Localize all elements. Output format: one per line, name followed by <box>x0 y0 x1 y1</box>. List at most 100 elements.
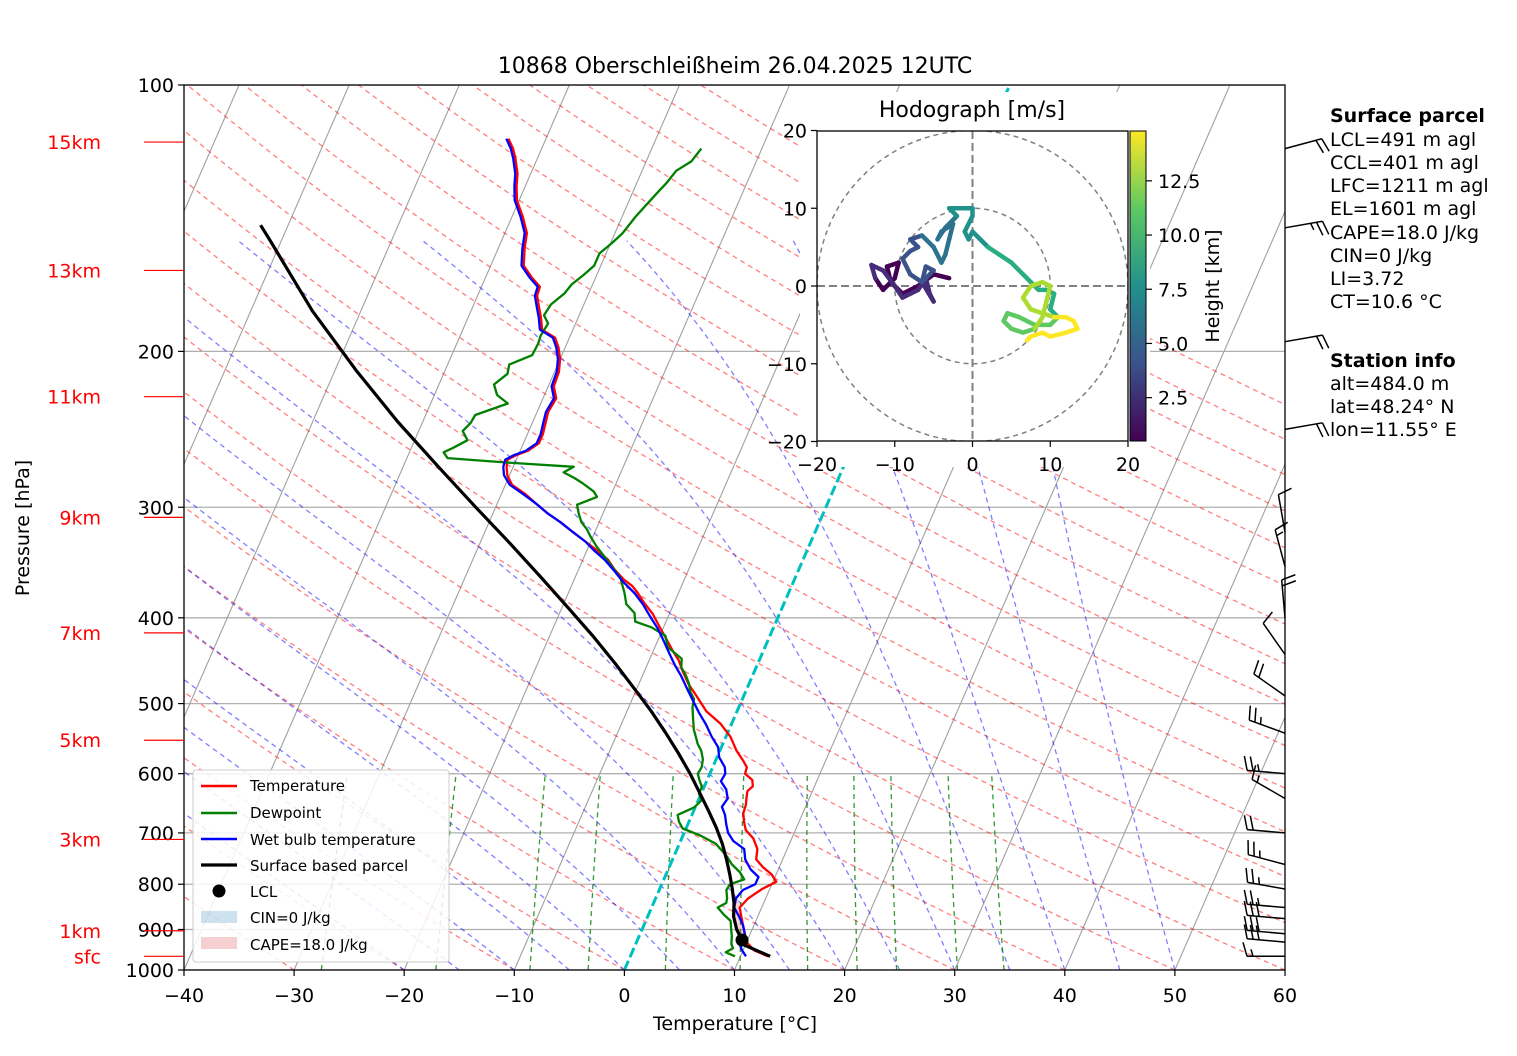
hodograph-x-tick-label: −20 <box>797 454 837 476</box>
mixing-ratio-line <box>991 773 1005 970</box>
y-tick-label: 500 <box>138 694 174 716</box>
isotherm-gridline <box>1064 462 1285 970</box>
hodograph-segment <box>873 275 886 293</box>
wind-barb-flag <box>1321 138 1330 152</box>
wind-barb-flag <box>1321 422 1330 437</box>
dry-adiabat <box>184 627 735 970</box>
height-marker-label: 5km <box>59 730 101 752</box>
colorbar-tick-label: 5.0 <box>1158 333 1188 355</box>
wind-barb-half-flag <box>1276 531 1284 537</box>
surface-parcel-line: LI=3.72 <box>1330 268 1404 290</box>
hodograph-segment <box>935 225 948 242</box>
wind-barb-flag <box>1274 521 1289 531</box>
hodograph-segment <box>892 260 901 281</box>
legend-swatch-lcl <box>212 884 226 898</box>
wind-barb-flag <box>1243 815 1248 830</box>
wind-barbs <box>1242 138 1330 958</box>
wind-barb-staff <box>1247 828 1286 834</box>
skewt-series <box>259 138 778 958</box>
moist-adiabat <box>184 678 570 970</box>
isotherm-gridline <box>403 85 791 970</box>
wind-barb <box>1245 867 1286 890</box>
legend-label-cin: CIN=0 J/kg <box>250 909 331 927</box>
hodograph-segment <box>908 272 925 285</box>
dry-adiabat <box>184 447 1066 970</box>
wind-barb <box>1247 840 1286 866</box>
wind-barb <box>1243 916 1286 935</box>
hodograph-segment <box>1044 283 1053 304</box>
hodograph-trace <box>869 206 1080 343</box>
skewt-legend: Temperature Dewpoint Wet bulb temperatur… <box>192 769 450 963</box>
dry-adiabat <box>184 391 1176 970</box>
height-marker-label: 13km <box>47 260 101 282</box>
wind-barb <box>1284 138 1330 154</box>
surface-parcel-line: CAPE=18.0 J/kg <box>1330 222 1479 244</box>
wind-barb-flag <box>1258 663 1265 678</box>
colorbar-tick-label: 12.5 <box>1158 171 1200 193</box>
hodograph-x-tick-label: 0 <box>966 454 978 476</box>
mixing-ratio-line <box>806 773 809 970</box>
hodograph-segment <box>892 283 905 300</box>
hodograph-colorbar <box>1129 130 1147 442</box>
wind-barb-staff <box>1284 334 1323 343</box>
wind-barb <box>1243 815 1286 834</box>
wind-barb-flag <box>1255 917 1260 932</box>
wind-barb-flag <box>1315 335 1324 350</box>
y-tick-label: 600 <box>138 764 174 786</box>
isotherm-gridline <box>184 85 460 719</box>
wind-barb-flag <box>1242 942 1248 957</box>
mixing-ratio-line <box>947 773 959 970</box>
hodograph-segment <box>1024 334 1034 343</box>
wind-barb <box>1280 574 1297 618</box>
surface-parcel-line: CCL=401 m agl <box>1330 152 1479 174</box>
moist-adiabat <box>422 240 956 970</box>
wind-barb-flag <box>1281 580 1297 587</box>
hodograph-y-tick-label: −10 <box>767 354 807 376</box>
surface-parcel-heading: Surface parcel <box>1330 105 1485 127</box>
chart-title: 10868 Oberschleißheim 26.04.2025 12UTC <box>498 54 973 79</box>
wind-barb <box>1262 611 1286 655</box>
surface-parcel-line: LCL=491 m agl <box>1330 129 1476 151</box>
wind-barb <box>1284 334 1330 350</box>
wind-barb-staff <box>1253 673 1286 697</box>
temperature-line <box>505 138 778 958</box>
colorbar-tick-label: 2.5 <box>1158 388 1188 410</box>
hodograph-y-tick-label: 10 <box>783 198 807 220</box>
skewt-x-ticks: −40 −30 −20 −10 0 10 20 30 40 50 60 <box>164 970 1297 1007</box>
y-tick-label: 400 <box>138 608 174 630</box>
hodograph-segment <box>962 213 975 234</box>
wind-barb-flag <box>1248 705 1252 721</box>
surface-parcel-line: EL=1601 m agl <box>1330 198 1476 220</box>
height-marker-label: 11km <box>47 387 101 409</box>
wind-barb <box>1251 765 1286 800</box>
x-tick-label: −40 <box>164 985 204 1007</box>
legend-label-parcel: Surface based parcel <box>250 857 408 875</box>
mixing-ratio-line <box>435 773 457 970</box>
hodograph-segment <box>1020 295 1034 312</box>
wind-barb-half-flag <box>1259 716 1262 725</box>
legend-label-dewpoint: Dewpoint <box>250 804 321 822</box>
wind-barb-staff <box>1248 853 1286 866</box>
wind-barb-flag <box>1315 139 1325 154</box>
hodograph-x-tick-label: 10 <box>1038 454 1062 476</box>
legend-label-cape: CAPE=18.0 J/kg <box>250 936 368 954</box>
wind-barb <box>1284 220 1330 236</box>
wind-barb-flag <box>1251 868 1255 884</box>
hodograph-segment <box>900 256 913 277</box>
dry-adiabat <box>184 129 1285 789</box>
wind-barb-staff <box>1247 929 1286 935</box>
hodograph-colorbar-ticks: 2.5 5.0 7.5 10.0 12.5 <box>1146 171 1200 410</box>
hodograph-segment <box>900 287 921 300</box>
hodograph-segment <box>943 237 952 258</box>
wind-barb-flag <box>1281 574 1296 581</box>
wind-barb-flag <box>1245 867 1249 883</box>
moist-adiabat <box>237 240 901 970</box>
wind-barb-half-flag <box>1309 222 1315 231</box>
x-axis-label: Temperature [°C] <box>652 1013 817 1035</box>
legend-label-temperature: Temperature <box>249 777 345 795</box>
wind-barb-staff <box>1247 938 1286 943</box>
wind-barb <box>1274 521 1289 567</box>
wind-barb-staff <box>1247 914 1286 920</box>
y-axis-label: Pressure [hPa] <box>12 460 34 596</box>
wind-barb-flag <box>1249 924 1254 940</box>
